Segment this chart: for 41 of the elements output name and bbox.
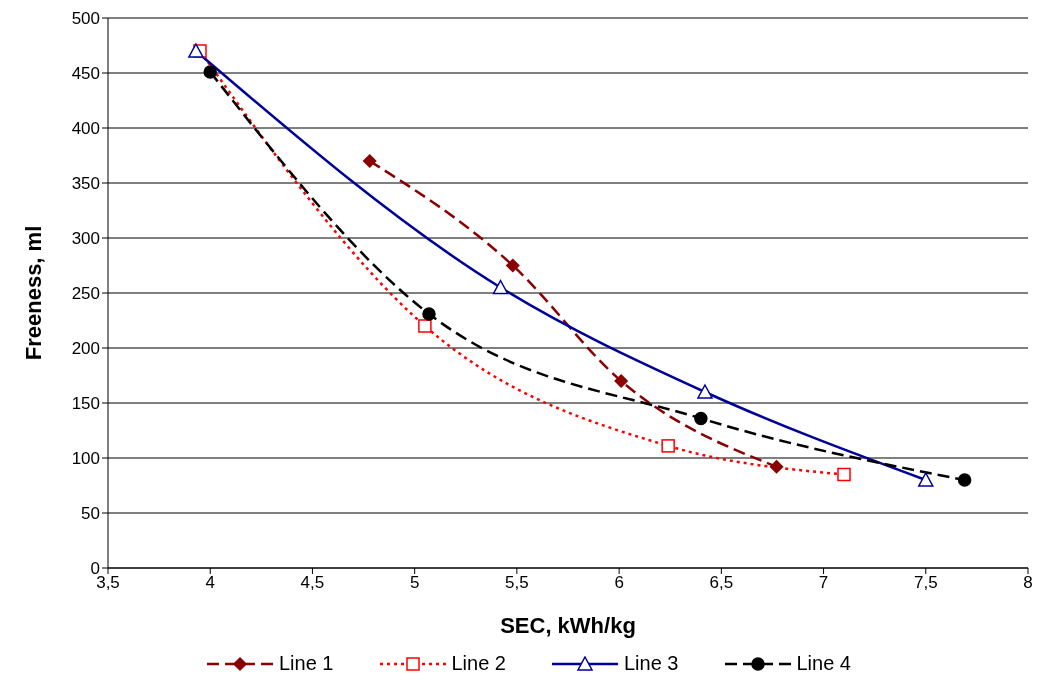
x-tick-label: 5,5	[505, 573, 529, 593]
x-tick-label: 4	[205, 573, 215, 593]
y-tick-label: 100	[71, 449, 100, 469]
y-tick-label: 50	[81, 504, 100, 524]
y-tick-label: 500	[71, 9, 100, 29]
point	[422, 307, 436, 321]
point	[506, 258, 520, 273]
x-tick-label: 3,5	[96, 573, 120, 593]
y-tick-label: 250	[71, 284, 100, 304]
y-tick-label: 350	[71, 174, 100, 194]
x-tick-label: 6	[614, 573, 624, 593]
point	[188, 43, 204, 58]
x-tick-label: 6,5	[709, 573, 734, 593]
x-tick-label: 8	[1023, 573, 1033, 593]
legend-label: Line 1	[279, 652, 334, 675]
x-tick-label: 5	[409, 573, 420, 593]
point	[614, 374, 628, 388]
legend-label: Line 3	[624, 652, 679, 675]
y-tick-label: 200	[71, 339, 100, 359]
point	[661, 439, 675, 453]
legend-label: Line 4	[796, 652, 851, 675]
legend-label: Line 2	[451, 652, 506, 675]
point	[694, 411, 708, 426]
y-tick-label: 300	[71, 229, 100, 249]
point	[418, 319, 432, 333]
y-tick-label: 150	[71, 394, 100, 414]
point	[837, 467, 851, 482]
point	[492, 279, 509, 295]
x-tick-label: 7,5	[913, 573, 938, 593]
x-axis-title: SEC, kWh/kg	[500, 613, 636, 638]
point	[918, 472, 934, 487]
point	[203, 65, 217, 79]
x-tick-label: 7	[818, 573, 829, 593]
point	[957, 473, 972, 487]
y-tick-label: 450	[71, 64, 100, 84]
x-tick-label: 4,5	[300, 573, 325, 593]
point	[362, 154, 377, 168]
y-axis-title: Freeness, ml	[20, 225, 46, 361]
y-tick-label: 400	[71, 119, 100, 139]
point	[769, 460, 784, 474]
point	[697, 384, 713, 399]
